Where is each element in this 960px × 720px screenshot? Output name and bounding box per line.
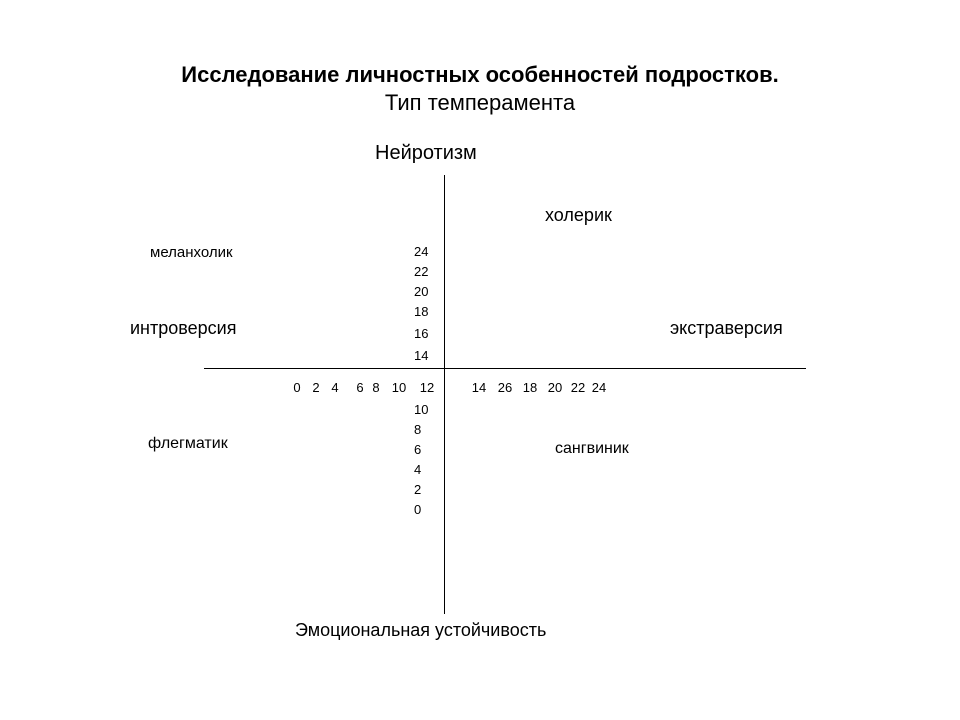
- axis-label-right: экстраверсия: [670, 318, 783, 339]
- y-tick: 14: [414, 348, 438, 363]
- y-tick: 20: [414, 284, 438, 299]
- quadrant-bottom-left: флегматик: [148, 435, 228, 453]
- y-axis-line: [444, 175, 445, 614]
- axis-label-bottom: Эмоциональная устойчивость: [295, 620, 546, 641]
- quadrant-bottom-right: сангвиник: [555, 440, 629, 458]
- y-tick: 24: [414, 244, 438, 259]
- x-tick: 14: [469, 380, 489, 395]
- x-tick: 20: [545, 380, 565, 395]
- y-tick: 0: [414, 502, 438, 517]
- title-line1: Исследование личностных особенностей под…: [0, 62, 960, 88]
- x-tick: 2: [306, 380, 326, 395]
- axis-label-top: Нейротизм: [375, 142, 477, 165]
- y-tick: 2: [414, 482, 438, 497]
- x-axis-line: [204, 368, 806, 369]
- x-tick: 12: [417, 380, 437, 395]
- y-tick: 22: [414, 264, 438, 279]
- y-tick: 18: [414, 304, 438, 319]
- y-tick: 8: [414, 422, 438, 437]
- x-tick: 8: [366, 380, 386, 395]
- x-tick: 4: [325, 380, 345, 395]
- diagram-canvas: Исследование личностных особенностей под…: [0, 0, 960, 720]
- x-tick: 24: [589, 380, 609, 395]
- y-tick: 16: [414, 326, 438, 341]
- axis-label-left: интроверсия: [130, 318, 236, 339]
- quadrant-top-left: меланхолик: [150, 244, 233, 261]
- x-tick: 26: [495, 380, 515, 395]
- x-tick: 0: [287, 380, 307, 395]
- x-tick: 18: [520, 380, 540, 395]
- x-tick: 10: [389, 380, 409, 395]
- quadrant-top-right: холерик: [545, 205, 612, 226]
- y-tick: 6: [414, 442, 438, 457]
- title-line2: Тип темперамента: [0, 90, 960, 116]
- y-tick: 10: [414, 402, 438, 417]
- x-tick: 22: [568, 380, 588, 395]
- y-tick: 4: [414, 462, 438, 477]
